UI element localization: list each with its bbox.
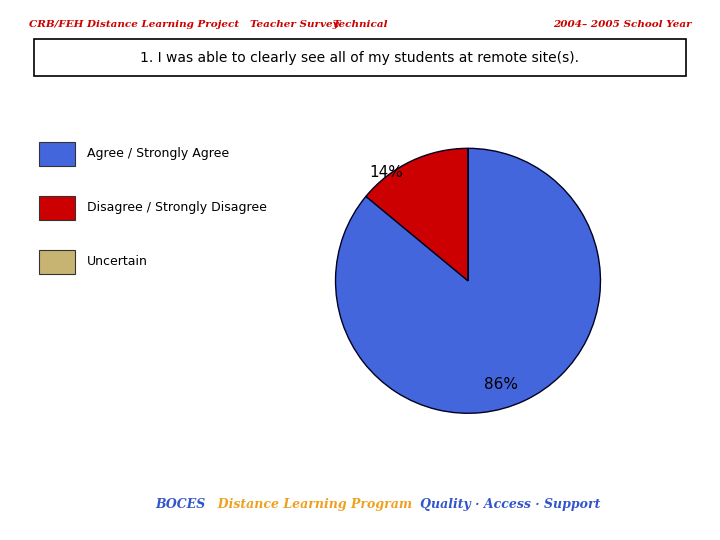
Text: 14%: 14% [369,165,402,180]
Text: Quality · Access · Support: Quality · Access · Support [407,498,600,511]
Text: 1. I was able to clearly see all of my students at remote site(s).: 1. I was able to clearly see all of my s… [140,51,580,65]
Text: 86%: 86% [484,376,518,392]
Text: Uncertain: Uncertain [87,255,148,268]
Wedge shape [336,148,600,413]
Text: CRB/FEH Distance Learning Project   Teacher Survey: CRB/FEH Distance Learning Project Teache… [29,20,338,29]
FancyBboxPatch shape [39,196,75,220]
Wedge shape [366,148,468,281]
Text: Technical: Technical [332,20,388,29]
FancyBboxPatch shape [34,39,686,76]
Text: Distance Learning Program: Distance Learning Program [209,498,412,511]
Text: 2004– 2005 School Year: 2004– 2005 School Year [552,20,691,29]
Text: Agree / Strongly Agree: Agree / Strongly Agree [87,147,229,160]
Text: BOCES: BOCES [155,498,205,511]
FancyBboxPatch shape [39,250,75,274]
Text: Disagree / Strongly Disagree: Disagree / Strongly Disagree [87,201,267,214]
FancyBboxPatch shape [39,142,75,166]
